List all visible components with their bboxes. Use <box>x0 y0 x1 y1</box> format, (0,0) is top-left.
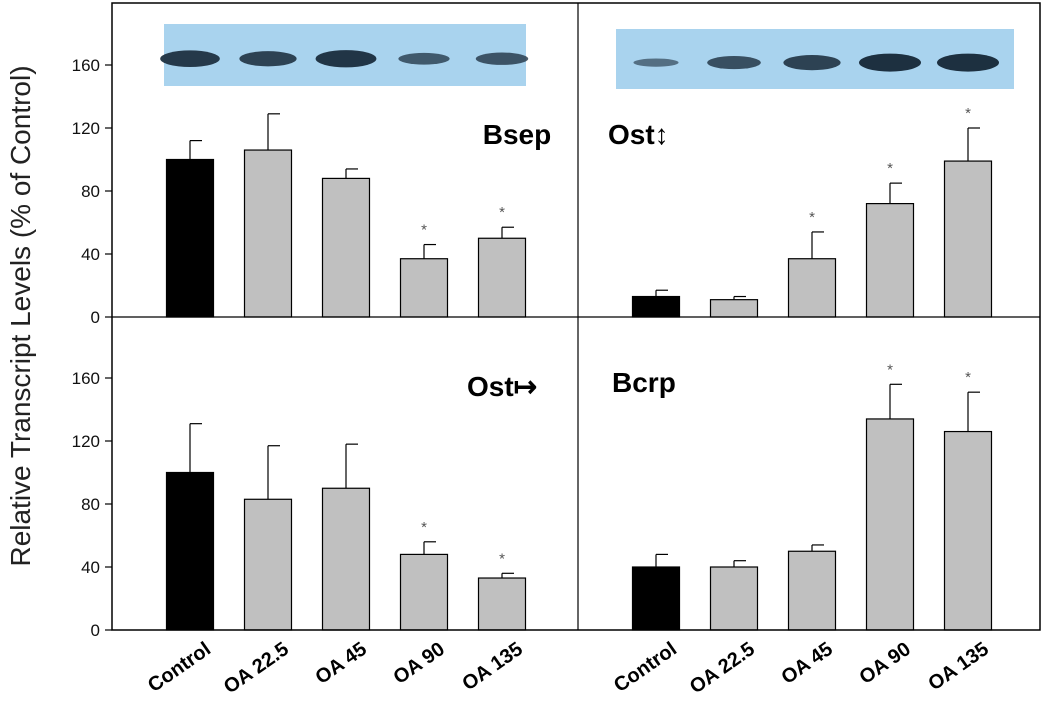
bar-oa-45 <box>321 487 371 631</box>
bar-control <box>165 158 215 318</box>
significance-mark: * <box>887 361 893 378</box>
panels: 0 40 80 120 160 * * Bsep * * * Ost↕ 0 40 80 120 160 * * Ost… <box>72 24 1014 698</box>
y-tick-label: 40 <box>81 558 100 577</box>
y-tick-label: 80 <box>81 495 100 514</box>
bar-oa-22-5 <box>243 498 293 631</box>
y-tick-label: 160 <box>72 369 100 388</box>
panel-bottom-right: * * Bcrp Control OA 22.5 OA 45 OA 90 OA 135 <box>610 361 993 698</box>
bar-oa-22-5 <box>709 566 759 631</box>
y-axis-title: Relative Transcript Levels (% of Control… <box>5 65 36 566</box>
blot-band <box>315 50 377 68</box>
blot-band <box>783 55 841 71</box>
bar-oa-45 <box>787 258 837 318</box>
category-label: OA 135 <box>924 638 992 695</box>
blot-band <box>859 53 921 72</box>
significance-mark: * <box>499 204 505 221</box>
panel-top-left: 0 40 80 120 160 * * Bsep <box>72 24 551 327</box>
blot-band <box>937 53 999 72</box>
y-tick-label: 40 <box>81 245 100 264</box>
blot-band <box>160 50 220 68</box>
bar-oa-135 <box>477 577 527 631</box>
blot-band <box>398 52 450 65</box>
category-label: OA 90 <box>390 638 449 689</box>
panel-title: Bsep <box>483 119 551 150</box>
category-label: OA 45 <box>778 638 837 689</box>
y-tick-label: 160 <box>72 56 100 75</box>
significance-mark: * <box>965 369 971 386</box>
bar-oa-22-5 <box>709 299 759 318</box>
category-label: OA 45 <box>312 638 371 689</box>
bar-oa-90 <box>399 553 449 631</box>
western-blot <box>616 29 1014 89</box>
bar-control <box>165 471 215 631</box>
figure-frame <box>111 2 1041 631</box>
y-tick-label: 0 <box>91 621 100 640</box>
bar-control <box>631 295 681 318</box>
significance-mark: * <box>421 222 427 239</box>
significance-mark: * <box>421 519 427 536</box>
category-label: Control <box>144 638 215 697</box>
category-label: OA 22.5 <box>220 638 293 698</box>
category-label: Control <box>610 638 681 697</box>
category-label: OA 135 <box>458 638 526 695</box>
bar-oa-45 <box>321 177 371 318</box>
panel-title: Ost↦ <box>467 371 537 402</box>
y-tick-label: 120 <box>72 119 100 138</box>
panel-title: Ost↕ <box>608 119 669 150</box>
bar-oa-135 <box>943 430 993 631</box>
bar-oa-45 <box>787 550 837 631</box>
panel-bottom-left: 0 40 80 120 160 * * Ost↦ Control OA 22.5 OA 45 OA 9… <box>72 369 538 698</box>
bar-oa-135 <box>943 160 993 318</box>
blot-band <box>475 52 529 65</box>
bar-oa-90 <box>865 418 915 631</box>
y-tick-label: 120 <box>72 432 100 451</box>
significance-mark: * <box>887 160 893 177</box>
bar-oa-90 <box>399 258 449 318</box>
panel-title: Bcrp <box>612 367 676 398</box>
bar-oa-135 <box>477 237 527 318</box>
western-blot <box>160 24 529 86</box>
significance-mark: * <box>965 105 971 122</box>
significance-mark: * <box>499 550 505 567</box>
category-label: OA 90 <box>856 638 915 689</box>
blot-band <box>707 56 761 70</box>
category-label: OA 22.5 <box>686 638 759 698</box>
y-tick-label: 0 <box>91 308 100 327</box>
blot-band <box>633 58 679 67</box>
panel-top-right: * * * Ost↕ <box>608 29 1014 318</box>
bar-control <box>631 566 681 631</box>
blot-band <box>239 51 297 67</box>
bar-oa-22-5 <box>243 149 293 318</box>
y-tick-label: 80 <box>81 182 100 201</box>
significance-mark: * <box>809 209 815 226</box>
bar-oa-90 <box>865 203 915 318</box>
